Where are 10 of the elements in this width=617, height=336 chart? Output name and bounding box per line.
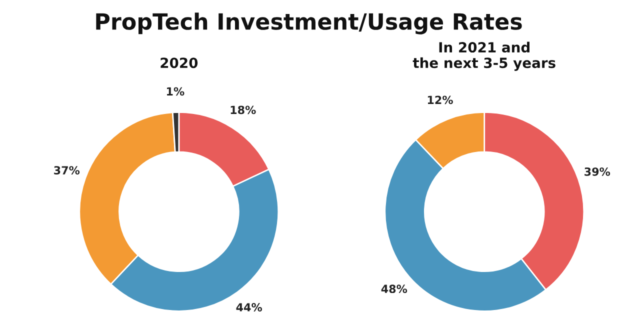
chart-subtitle: In 2021 and the next 3-5 years (412, 42, 556, 71)
chart-subtitle: 2020 (160, 58, 198, 68)
data-label: 37% (54, 166, 80, 174)
chart-title: PropTech Investment/Usage Rates (96, 12, 522, 34)
data-label: 48% (381, 284, 408, 294)
data-label: 1% (167, 87, 184, 96)
data-label: 12% (428, 96, 453, 104)
data-label: 39% (584, 167, 610, 176)
data-label: 18% (230, 106, 256, 114)
data-label: 44% (236, 303, 262, 312)
